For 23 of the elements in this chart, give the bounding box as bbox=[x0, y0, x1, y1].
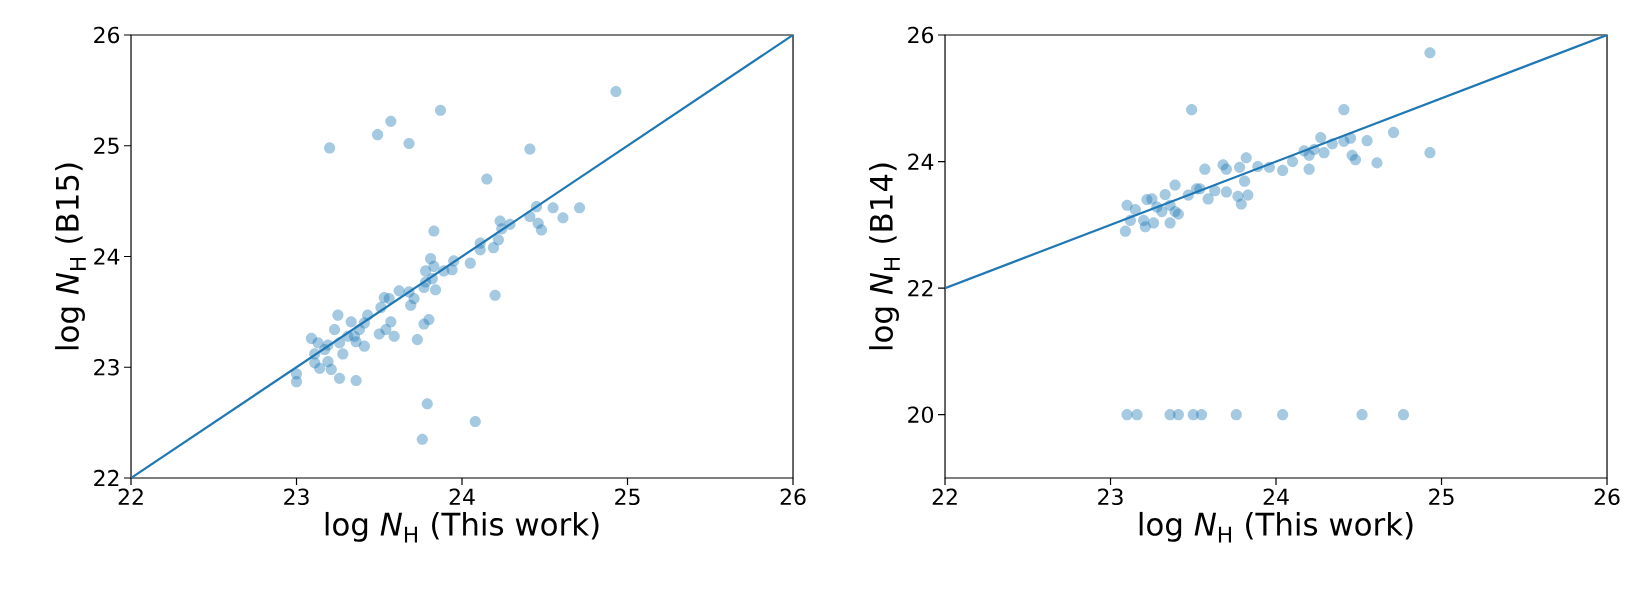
x-tick-label: 25 bbox=[615, 488, 640, 506]
y-tick-label: 24 bbox=[94, 248, 120, 265]
x-tick-label: 25 bbox=[1429, 488, 1454, 506]
x-tick-label: 26 bbox=[780, 488, 806, 506]
x-tick-label: 22 bbox=[932, 488, 957, 505]
y-tick-label: 22 bbox=[94, 469, 119, 487]
y-tick-label: 20 bbox=[908, 406, 934, 423]
x-tick-label: 26 bbox=[1594, 488, 1620, 506]
y-tick-label: 23 bbox=[94, 358, 119, 376]
y-tick-label: 26 bbox=[94, 26, 120, 44]
x-tick-label: 23 bbox=[1098, 488, 1123, 506]
x-tick-label: 24 bbox=[449, 488, 475, 505]
y-axis-title: log N$_{H}$ (B14) bbox=[869, 163, 900, 350]
x-axis-title: log N$_{H}$ (This work) bbox=[1139, 511, 1413, 543]
x-axis-title: log N$_{H}$ (This work) bbox=[325, 511, 599, 543]
x-tick-label: 22 bbox=[118, 488, 143, 505]
x-tick-label: 24 bbox=[1263, 488, 1289, 505]
x-tick-label: 23 bbox=[284, 488, 309, 506]
y-tick-label: 24 bbox=[908, 153, 934, 170]
y-tick-label: 26 bbox=[908, 26, 934, 44]
y-axis-title: log N$_{H}$ (B15) bbox=[55, 163, 86, 350]
y-tick-label: 25 bbox=[94, 137, 119, 155]
y-tick-label: 22 bbox=[908, 280, 933, 297]
